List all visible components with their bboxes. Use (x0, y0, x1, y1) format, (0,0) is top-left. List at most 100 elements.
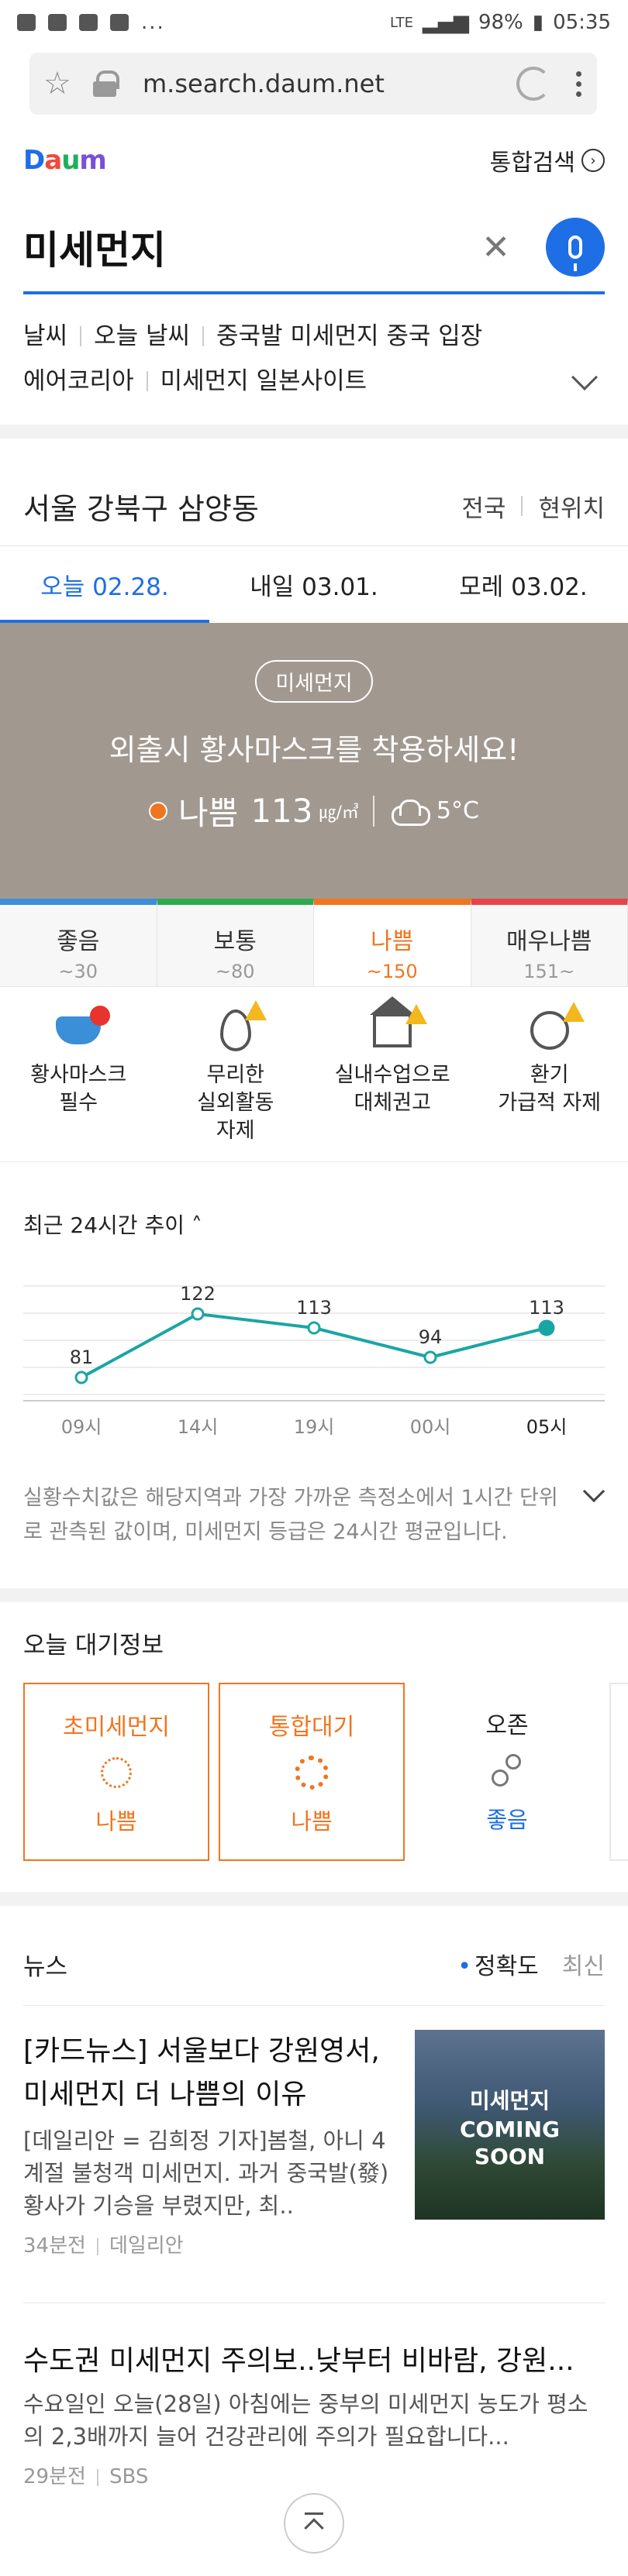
trend-toggle[interactable]: 최근 24시간 추이 ˄ (23, 1212, 202, 1238)
signal-icon: ▂▄▆ (422, 11, 469, 34)
day-tabs: 오늘 02.28. 내일 03.01. 모레 03.02. (0, 545, 628, 623)
news-item[interactable]: [카드뉴스] 서울보다 강원영서, 미세먼지 더 나쁨의 이유 [데일리안 = … (23, 2030, 605, 2278)
data-point (538, 1319, 555, 1336)
data-label: 94 (419, 1326, 443, 1348)
daum-logo[interactable]: Daum (23, 145, 107, 176)
location-row: 서울 강북구 삼양동 전국 현위치 (23, 479, 605, 533)
trend-chart-svg: 81 09시 122 14시 113 19시 94 00시 113 05시 (23, 1283, 605, 1438)
ozone-icon (490, 1754, 524, 1788)
temperature: 5°C (436, 797, 479, 824)
dust-unit: ㎍/㎥ (319, 803, 359, 823)
current-location-link[interactable]: 현위치 (538, 494, 605, 523)
level-dot-icon (149, 801, 168, 820)
x-tick-label: 14시 (178, 1416, 219, 1438)
battery-icon: ▮ (532, 11, 544, 34)
x-tick-label: 09시 (61, 1416, 102, 1438)
sort-latest[interactable]: 최신 (561, 1953, 605, 1980)
data-label: 122 (180, 1283, 216, 1305)
level-bad: 나쁨 ~150 (314, 899, 471, 986)
integrated-air-icon (295, 1756, 329, 1790)
address-bar[interactable]: ☆ m.search.daum.net (29, 53, 597, 115)
tab-today[interactable]: 오늘 02.28. (0, 546, 209, 623)
news-header: 뉴스 정확도 최신 (23, 1937, 605, 1991)
air-card-integrated[interactable]: 통합대기 나쁨 (219, 1683, 405, 1861)
chevron-up-icon: ˄ (191, 1212, 202, 1238)
link-icon (79, 14, 98, 31)
air-card-ozone[interactable]: 오존 좋음 (485, 1712, 529, 1833)
search-input[interactable]: 미세먼지 (23, 228, 166, 273)
news-meta: 29분전 SBS (23, 2465, 149, 2488)
level-good: 좋음 ~30 (0, 899, 157, 986)
air-card-peek (609, 1683, 628, 1861)
chevron-right-icon: › (581, 149, 605, 172)
advice-item: 실내수업으로 대체권고 (314, 996, 471, 1161)
news-summary: 수요일인 오늘(28일) 아침에는 중부의 미세먼지 농도가 평소의 2,3배까… (23, 2391, 588, 2450)
mask-icon (56, 1006, 111, 1044)
related-item[interactable]: 미세먼지 일본사이트 (160, 367, 367, 395)
dust-value: 113 (250, 792, 313, 830)
integrated-search-label: 통합검색 (489, 150, 575, 177)
scroll-to-top-button[interactable] (284, 2493, 344, 2554)
note-expand-icon[interactable] (582, 1480, 606, 1503)
level-very-bad: 매우나쁨 151~ (471, 899, 628, 986)
data-point (74, 1371, 88, 1384)
tab-tomorrow[interactable]: 내일 03.01. (250, 573, 378, 601)
dust-level: 나쁨 (178, 794, 239, 832)
news-headline[interactable]: [카드뉴스] 서울보다 강원영서, 미세먼지 더 나쁨의 이유 (23, 2035, 380, 2110)
data-point (423, 1350, 437, 1364)
fine-dust-icon (101, 1757, 132, 1788)
sort-accuracy[interactable]: 정확도 (457, 1947, 539, 1981)
section-divider (0, 425, 628, 439)
news-meta: 34분전 데일리안 (23, 2234, 184, 2258)
x-tick-label: 05시 (526, 1416, 568, 1438)
clear-icon[interactable]: ✕ (481, 227, 510, 267)
info-note: 실황수치값은 해당지역과 가장 가까운 측정소에서 1시간 단위로 관측된 값이… (23, 1486, 558, 1544)
bookmark-star-icon[interactable]: ☆ (43, 66, 71, 101)
national-link[interactable]: 전국 (461, 494, 506, 523)
news-title: 뉴스 (23, 1952, 68, 1981)
section-divider (0, 1892, 628, 1906)
related-item[interactable]: 날씨 (23, 322, 68, 350)
lock-icon[interactable] (93, 71, 119, 97)
trend-chart: 81 09시 122 14시 113 19시 94 00시 113 05시 (23, 1255, 605, 1441)
dust-message: 외출시 황사마스크를 착용하세요! (109, 733, 519, 767)
tab-day-after[interactable]: 모레 03.02. (459, 573, 588, 601)
advice-item: 무리한 실외활동 자제 (157, 999, 315, 1161)
related-item[interactable]: 오늘 날씨 (94, 322, 190, 350)
related-item[interactable]: 중국발 미세먼지 중국 입장 (216, 322, 483, 350)
news-summary: [데일리안 = 김희정 기자]봄철, 아니 4계절 불청객 미세먼지. 과거 중… (23, 2127, 389, 2219)
section-divider (0, 1588, 628, 1602)
news-item[interactable]: 수도권 미세먼지 주의보..낮부터 비바람, 강원... 수요일인 오늘(28일… (23, 2340, 605, 2489)
x-tick-label: 00시 (410, 1416, 451, 1438)
clock: 05:35 (553, 11, 611, 34)
gallery-icon (48, 14, 67, 31)
expand-chevron-icon[interactable] (571, 364, 598, 390)
daum-header: Daum 통합검색 › (0, 133, 628, 187)
related-searches: 날씨 오늘 날씨 중국발 미세먼지 중국 입장 에어코리아 미세먼지 일본사이트 (23, 314, 605, 404)
url-text[interactable]: m.search.daum.net (143, 69, 385, 98)
notification-icon (17, 14, 36, 31)
cloud-icon (110, 14, 129, 31)
news-headline[interactable]: 수도권 미세먼지 주의보..낮부터 비바람, 강원... (23, 2345, 575, 2377)
related-item[interactable]: 에어코리아 (23, 367, 134, 395)
air-card-fine-dust[interactable]: 초미세먼지 나쁨 (23, 1683, 209, 1861)
reload-icon[interactable] (516, 67, 550, 101)
voice-search-button[interactable] (546, 218, 605, 277)
microphone-icon (568, 236, 582, 271)
dust-badge: 미세먼지 (255, 660, 373, 703)
menu-icon[interactable] (574, 71, 583, 97)
search-box: 미세먼지 ✕ (23, 203, 605, 294)
status-bar: ... LTE ▂▄▆ 98% ▮ 05:35 (0, 0, 628, 45)
location-name: 서울 강북구 삼양동 (23, 491, 259, 526)
network-label: LTE (390, 14, 413, 31)
fan-warning-icon (530, 1002, 585, 1050)
data-point (307, 1321, 321, 1335)
news-thumbnail[interactable]: 미세먼지 COMING SOON (415, 2030, 605, 2220)
integrated-search-link[interactable]: 통합검색 › (490, 143, 605, 177)
tree-warning-icon (219, 1000, 267, 1051)
level-normal: 보통 ~80 (157, 899, 314, 986)
advice-item: 환기 가급적 자제 (471, 999, 628, 1161)
air-info-title: 오늘 대기정보 (23, 1632, 164, 1659)
data-label: 113 (529, 1297, 564, 1319)
data-label: 113 (296, 1297, 332, 1319)
